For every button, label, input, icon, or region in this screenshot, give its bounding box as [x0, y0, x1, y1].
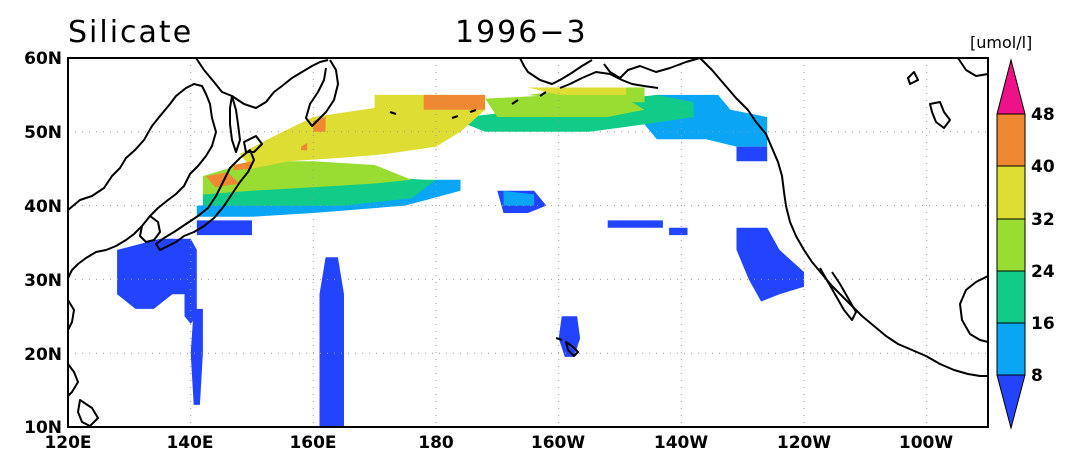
se-asia-coastline: [67, 363, 79, 397]
colorbar-segment: [996, 218, 1026, 272]
silicate-contour-patch: [736, 227, 804, 302]
borneo-coastline: [77, 399, 99, 427]
philippines-coastline: [67, 299, 75, 331]
colorbar-label: 32: [1031, 210, 1055, 230]
colorbar-unit: [umol/l]: [970, 33, 1032, 52]
colorbar-bottom-arrow: [996, 374, 1026, 430]
lat-label: 10N: [24, 418, 62, 438]
colorbar-top-arrow: [996, 58, 1026, 115]
lon-label: 120W: [777, 433, 831, 453]
silicate-contour-patch: [196, 220, 252, 236]
lon-label: 140W: [654, 433, 708, 453]
baja-california: [819, 267, 857, 321]
silicate-contour-patch: [206, 172, 240, 188]
lat-label: 40N: [24, 197, 62, 217]
lat-label: 50N: [24, 123, 62, 143]
lake-islands: [907, 71, 951, 129]
lon-label: 100W: [899, 433, 953, 453]
map-frame: [67, 57, 989, 428]
north-america-west-coast: [699, 57, 988, 377]
silicate-contour-patch: [423, 94, 486, 110]
silicate-contour-patch: [239, 98, 486, 169]
silicate-contour-patch: [319, 257, 344, 427]
colorbar-segment: [996, 113, 1026, 167]
lat-label: 20N: [24, 345, 62, 365]
colorbar-label: 48: [1031, 105, 1055, 125]
okhotsk-coastline: [195, 57, 329, 109]
colorbar-segment: [996, 322, 1026, 376]
colorbar-label: 8: [1031, 366, 1043, 386]
variable-title: Silicate: [68, 15, 193, 50]
lat-label: 30N: [24, 271, 62, 291]
colorbar-segment: [996, 270, 1026, 324]
aleutian-islands: [389, 83, 571, 119]
hudson-region-coast: [957, 57, 989, 77]
silicate-contour-patch: [558, 316, 581, 357]
colorbar: [umol/l] 48 40 32 24 16 8: [970, 33, 1055, 430]
lon-label: 160E: [289, 433, 336, 453]
gulf-of-mexico-coast: [959, 275, 989, 343]
lon-label: 160W: [531, 433, 585, 453]
silicate-contour-patch: [233, 161, 252, 171]
silicate-contour-patch: [202, 161, 412, 195]
silicate-contour-patch: [301, 142, 308, 151]
kamchatka-coastline: [305, 59, 339, 127]
silicate-contour-patch: [528, 87, 627, 95]
latitude-labels: 60N 50N 40N 30N 20N 10N: [24, 49, 62, 438]
alaska-coastline: [519, 57, 701, 85]
silicate-contour-patch: [669, 227, 688, 236]
colorbar-label: 24: [1031, 262, 1055, 282]
sakhalin-coastline: [229, 95, 241, 153]
lon-label: 140E: [166, 433, 213, 453]
colorbar-label: 40: [1031, 157, 1055, 177]
silicate-contour-patch: [190, 308, 203, 405]
colorbar-segment: [996, 165, 1026, 220]
silicate-field: [117, 87, 804, 427]
korea-coastline: [139, 215, 161, 243]
hokkaido-coastline: [243, 135, 263, 153]
silicate-contour-patch: [202, 176, 436, 206]
silicate-contour-patch: [736, 146, 768, 162]
silicate-contour-patch: [503, 190, 535, 206]
silicate-contour-patch: [607, 220, 663, 228]
longitude-labels: 120E 140E 160E 180 160W 140W 120W 100W: [44, 433, 953, 453]
lon-label: 180: [418, 433, 454, 453]
colorbar-label: 16: [1031, 314, 1055, 334]
japan-coastline: [155, 149, 255, 251]
alaska-peninsula: [569, 71, 659, 89]
hawaii-islands: [555, 337, 579, 357]
lat-label: 60N: [24, 49, 62, 69]
asia-coastline: [67, 83, 217, 279]
date-title: 1996−3: [455, 15, 588, 50]
coastlines: [67, 57, 989, 427]
silicate-contour-patch: [117, 238, 197, 324]
lon-label: 120E: [44, 433, 91, 453]
